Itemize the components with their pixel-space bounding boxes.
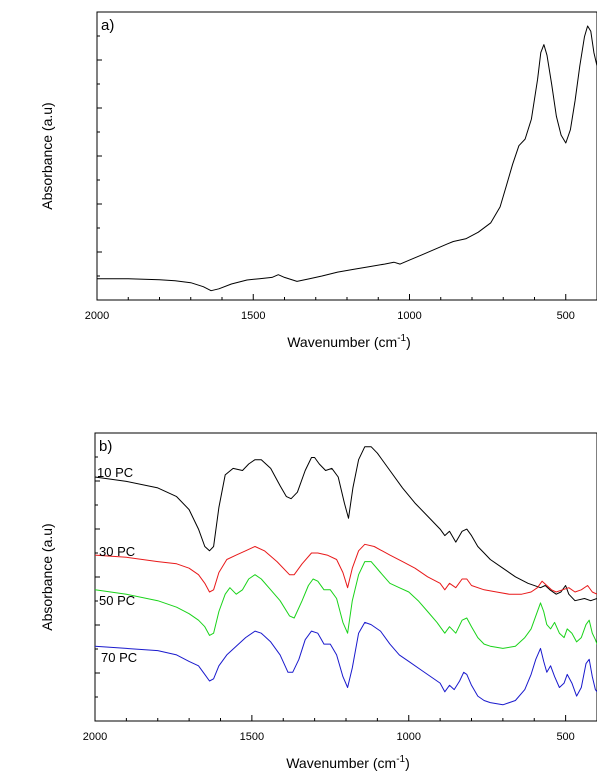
x-tick-label: 1500 (240, 731, 264, 743)
x-tick-label: 500 (556, 731, 574, 743)
plot-frame (94, 432, 597, 722)
panel-label: a) (101, 17, 114, 34)
series-label: 30 PC (99, 544, 135, 559)
series-label: 50 PC (99, 593, 135, 608)
x-tick-label: 1000 (397, 731, 421, 743)
series-label: 70 PC (101, 650, 137, 665)
series-line (94, 621, 597, 706)
y-axis-label: Absorbance (a.u) (39, 102, 55, 209)
series-line (94, 543, 597, 595)
x-tick-label: 1000 (397, 310, 421, 322)
series-line (94, 561, 597, 649)
plot-frame (96, 11, 597, 301)
x-tick-label: 2000 (83, 731, 107, 743)
y-axis-label: Absorbance (a.u) (39, 523, 55, 630)
x-tick-label: 2000 (85, 310, 109, 322)
series-line (97, 25, 597, 292)
x-axis-label: Wavenumber (cm-1) (287, 333, 411, 350)
series-label: 10 PC (97, 465, 133, 480)
x-tick-label: 1500 (241, 310, 265, 322)
x-axis-label: Wavenumber (cm-1) (286, 754, 410, 771)
panel-label: b) (99, 438, 112, 455)
series-line (94, 446, 597, 602)
x-tick-label: 500 (557, 310, 575, 322)
